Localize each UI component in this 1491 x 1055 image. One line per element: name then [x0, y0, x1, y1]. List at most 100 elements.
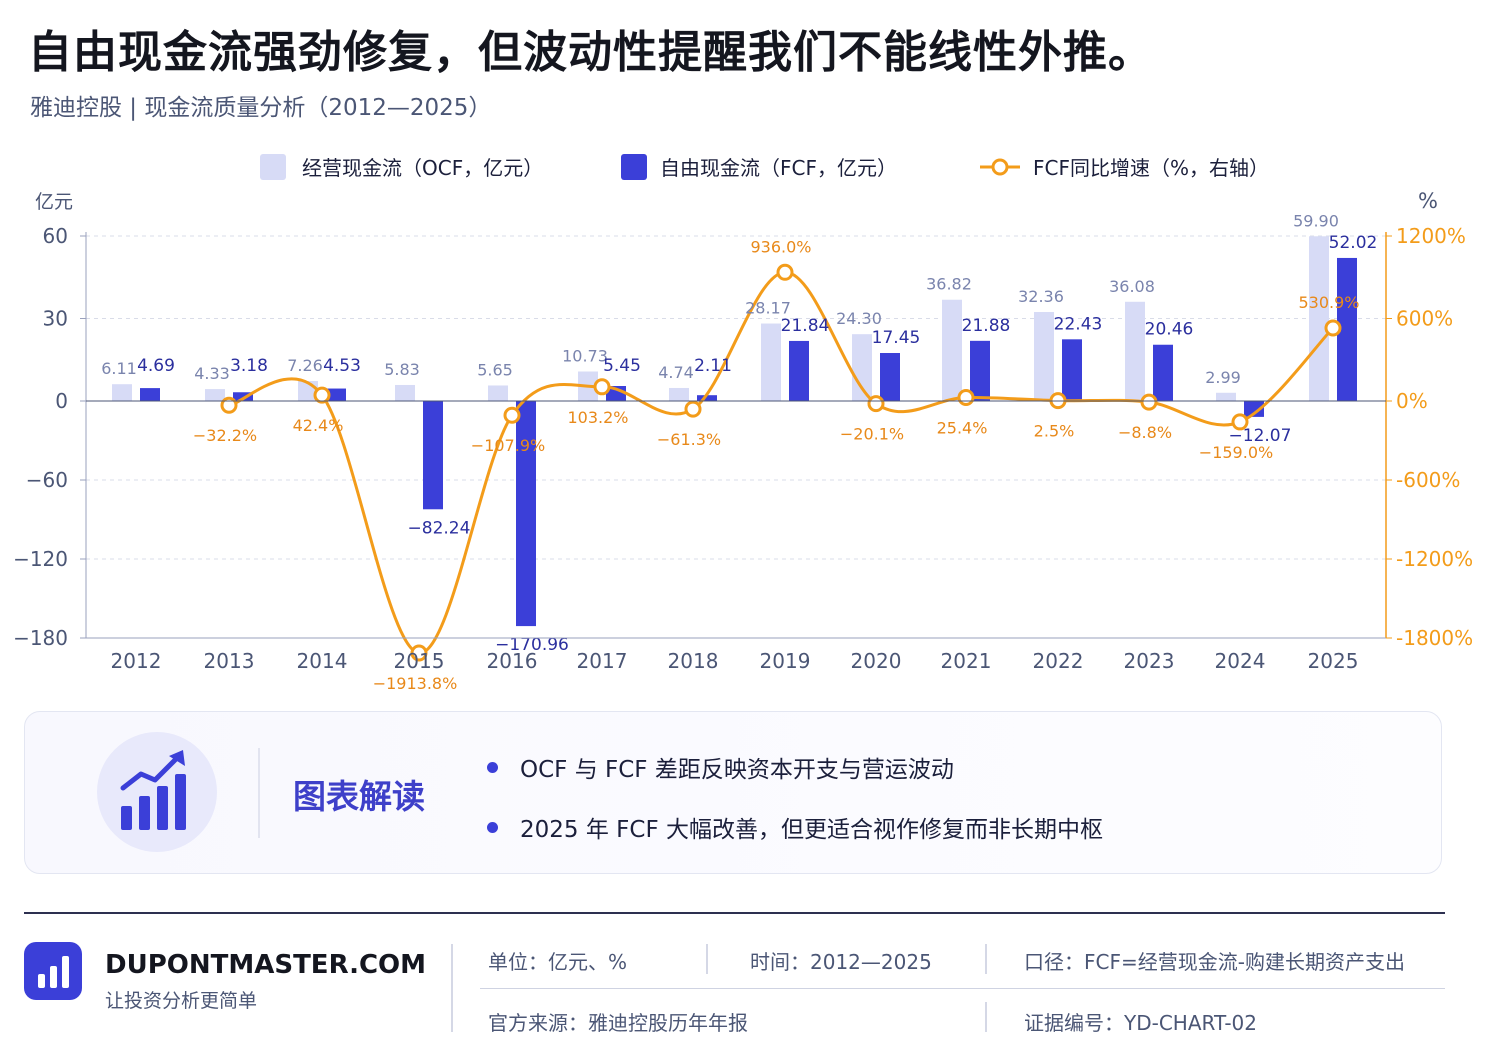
growth-value-label: −8.8% [1118, 423, 1172, 442]
left-axis-unit: 亿元 [35, 191, 73, 213]
fcf-value-label: 4.53 [323, 356, 361, 376]
x-tick-label: 2024 [1215, 649, 1266, 673]
right-axis-unit: % [1418, 189, 1438, 213]
growth-value-label: 103.2% [567, 408, 628, 427]
ocf-value-label: 4.33 [194, 364, 230, 383]
fcf-value-label: 17.45 [872, 328, 921, 348]
growth-point [957, 389, 975, 407]
growth-value-label: −20.1% [840, 425, 904, 444]
meta-unit: 单位：亿元、% [488, 946, 627, 975]
meta-basis-label: 口径： [1024, 950, 1084, 974]
fcf-value-label: 21.84 [781, 316, 830, 336]
fcf-bar [1337, 257, 1357, 401]
growth-point [684, 400, 702, 418]
page-subtitle: 雅迪控股 | 现金流质量分析（2012—2025） [30, 95, 492, 121]
insight-panel: 图表解读 OCF 与 FCF 差距反映资本开支与营运波动 2025 年 FCF … [24, 711, 1442, 874]
right-tick-label: -1200% [1396, 547, 1473, 571]
fcf-bar [140, 388, 160, 401]
brand-name: DUPONTMASTER.COM [105, 950, 427, 980]
insight-bullet-1: OCF 与 FCF 差距反映资本开支与营运波动 [487, 750, 954, 784]
insight-bullet-2: 2025 年 FCF 大幅改善，但更适合视作修复而非长期中枢 [487, 810, 1103, 844]
meta-unit-value: 亿元、% [548, 950, 628, 974]
ocf-bar [1216, 392, 1236, 401]
left-tick-label: −120 [13, 547, 68, 571]
ocf-value-label: 36.08 [1109, 277, 1155, 296]
growth-point [220, 396, 238, 414]
ocf-bar [942, 299, 962, 401]
insight-text: OCF 与 FCF 差距反映资本开支与营运波动 [520, 757, 954, 783]
x-tick-label: 2014 [297, 649, 348, 673]
left-tick-label: 30 [43, 307, 68, 331]
legend-ocf-swatch [260, 154, 286, 180]
footer-divider [24, 912, 1445, 914]
right-tick-label: -600% [1396, 468, 1460, 492]
ocf-value-label: 5.65 [477, 360, 513, 379]
bar-layer [112, 236, 1357, 627]
ocf-bar [1309, 236, 1329, 401]
fcf-value-label: −12.07 [1229, 426, 1292, 446]
meta-time: 时间：2012—2025 [750, 946, 932, 975]
meta-unit-label: 单位： [488, 950, 548, 974]
meta-source-label: 官方来源： [488, 1011, 588, 1035]
legend-fcf-label: 自由现金流（FCF，亿元） [660, 156, 897, 180]
fcf-bar [516, 401, 536, 627]
growth-point [503, 406, 521, 424]
fcf-value-label: 3.18 [230, 356, 268, 376]
ocf-bar [395, 384, 415, 401]
fcf-bar [233, 392, 253, 401]
right-tick-label: -1800% [1396, 626, 1473, 650]
ocf-bar [488, 385, 508, 401]
meta-source: 官方来源：雅迪控股历年年报 [488, 1007, 748, 1036]
growth-value-label: −159.0% [1199, 443, 1273, 462]
x-tick-label: 2018 [668, 649, 719, 673]
left-tick-label: 60 [43, 224, 68, 248]
ocf-bar [112, 384, 132, 401]
legend-fcf-swatch [621, 154, 647, 180]
fcf-value-label: 52.02 [1329, 233, 1378, 253]
footer-separator [451, 944, 453, 1032]
fcf-bar [1153, 344, 1173, 401]
x-tick-label: 2012 [111, 649, 162, 673]
meta-id-value: YD-CHART-02 [1124, 1011, 1258, 1035]
ocf-bar [1125, 301, 1145, 401]
meta-basis-value: FCF=经营现金流-购建长期资产支出 [1084, 950, 1405, 974]
growth-value-label: −61.3% [657, 430, 721, 449]
fcf-bar [880, 353, 900, 401]
legend-ocf-label: 经营现金流（OCF，亿元） [302, 156, 543, 180]
growth-value-label: 2.5% [1034, 422, 1075, 441]
growth-point [867, 395, 885, 413]
legend-growth-marker [991, 158, 1009, 176]
ocf-value-label: 10.73 [562, 346, 608, 365]
fcf-bar [1062, 339, 1082, 401]
fcf-bar [697, 395, 717, 401]
x-tick-label: 2022 [1033, 649, 1084, 673]
brand-slogan: 让投资分析更简单 [105, 990, 258, 1012]
label-layer: 6.11 4.33 7.26 5.83 5.65 10.73 4.74 28.17 24.30 3… [101, 211, 1377, 693]
ocf-value-label: 6.11 [101, 359, 137, 378]
ocf-value-label: 59.90 [1293, 211, 1339, 230]
x-tick-label: 2020 [851, 649, 902, 673]
axis-layer: 60 30 0 −60 −120 −180 1200% 600% 0% -600% -1200% -1… [13, 224, 1473, 673]
panel-divider [258, 748, 260, 838]
right-tick-label: 600% [1396, 307, 1453, 331]
ocf-bar [205, 389, 225, 401]
ocf-bar [852, 334, 872, 401]
footer-separator [985, 1002, 987, 1032]
growth-value-label: 530.9% [1298, 293, 1359, 312]
fcf-value-label: 4.69 [137, 356, 175, 376]
page-title: 自由现金流强劲修复，但波动性提醒我们不能线性外推。 [28, 27, 1153, 78]
bullet-dot [487, 762, 498, 773]
fcf-value-label: 21.88 [962, 316, 1011, 336]
fcf-bar [326, 388, 346, 401]
fcf-bar [423, 401, 443, 510]
ocf-value-label: 5.83 [384, 360, 420, 379]
growth-point [776, 263, 794, 281]
x-tick-label: 2015 [394, 649, 445, 673]
x-tick-label: 2023 [1124, 649, 1175, 673]
footer-separator [706, 944, 708, 974]
ocf-bar [669, 387, 689, 401]
left-tick-label: −180 [13, 626, 68, 650]
footer-separator [985, 944, 987, 974]
fcf-value-label: −170.96 [495, 635, 569, 655]
fcf-value-label: 22.43 [1054, 314, 1103, 334]
